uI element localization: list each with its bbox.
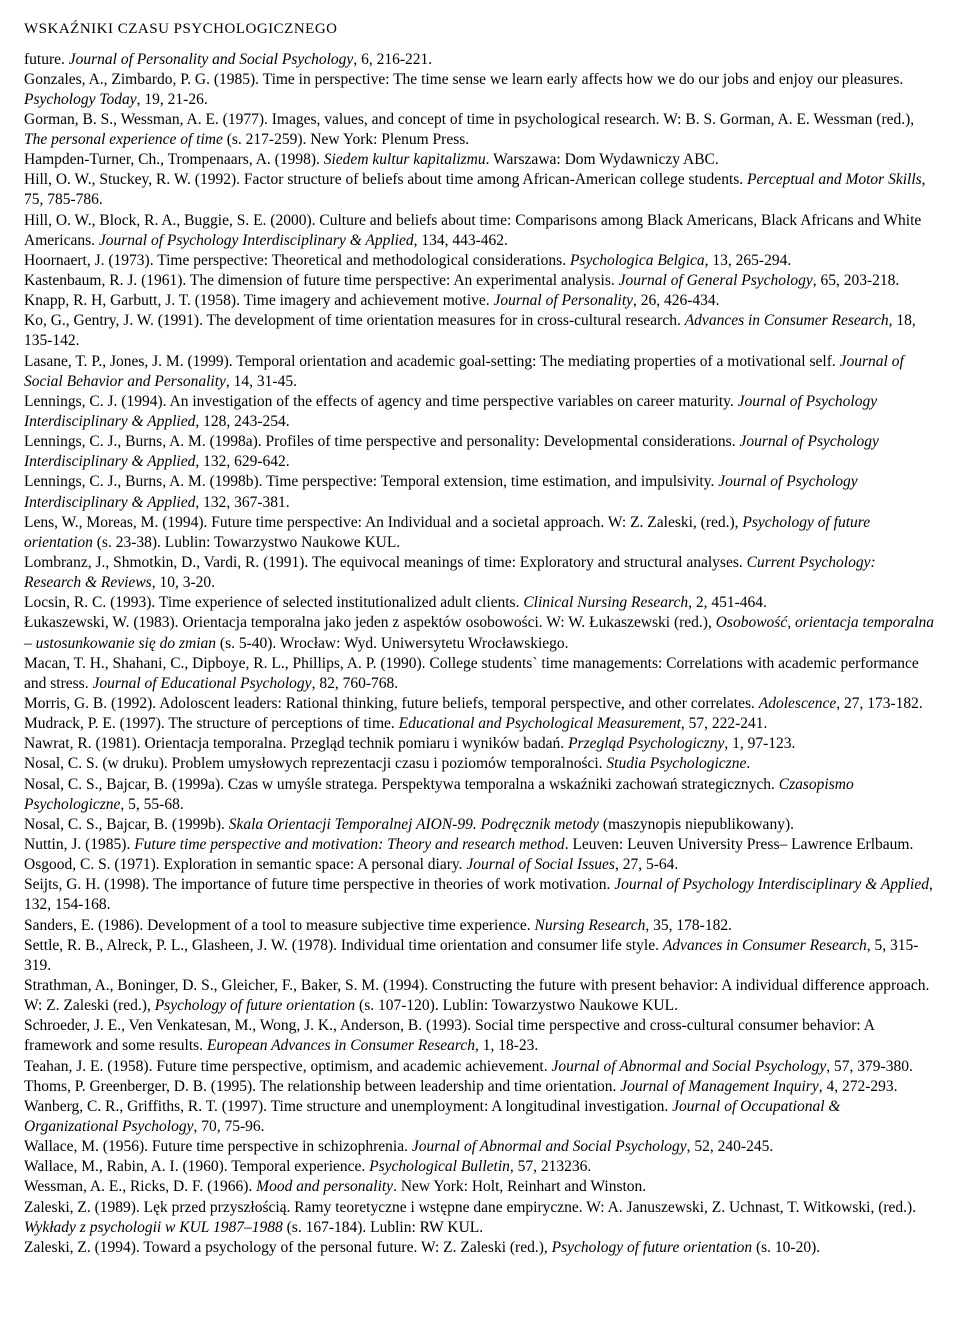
reference-entry: Osgood, C. S. (1971). Exploration in sem…	[24, 855, 936, 875]
reference-entry: Nosal, C. S. (w druku). Problem umysłowy…	[24, 754, 936, 774]
reference-entry: Lennings, C. J., Burns, A. M. (1998a). P…	[24, 432, 936, 472]
reference-entry: Nosal, C. S., Bajcar, B. (1999b). Skala …	[24, 815, 936, 835]
reference-entry: Lennings, C. J. (1994). An investigation…	[24, 392, 936, 432]
reference-entry: Thoms, P. Greenberger, D. B. (1995). The…	[24, 1077, 936, 1097]
reference-entry: Settle, R. B., Alreck, P. L., Glasheen, …	[24, 936, 936, 976]
page-header: WSKAŹNIKI CZASU PSYCHOLOGICZNEGO	[24, 20, 936, 40]
reference-entry: Lasane, T. P., Jones, J. M. (1999). Temp…	[24, 352, 936, 392]
reference-entry: Hampden-Turner, Ch., Trompenaars, A. (19…	[24, 150, 936, 170]
reference-entry: Wallace, M., Rabin, A. I. (1960). Tempor…	[24, 1157, 936, 1177]
reference-entry: Hoornaert, J. (1973). Time perspective: …	[24, 251, 936, 271]
reference-entry: Hill, O. W., Stuckey, R. W. (1992). Fact…	[24, 170, 936, 210]
reference-entry: Lombranz, J., Shmotkin, D., Vardi, R. (1…	[24, 553, 936, 593]
reference-entry: Sanders, E. (1986). Development of a too…	[24, 916, 936, 936]
reference-entry: Wessman, A. E., Ricks, D. F. (1966). Moo…	[24, 1177, 936, 1197]
reference-entry: Hill, O. W., Block, R. A., Buggie, S. E.…	[24, 211, 936, 251]
reference-entry: Wanberg, C. R., Griffiths, R. T. (1997).…	[24, 1097, 936, 1137]
reference-entry: Zaleski, Z. (1989). Lęk przed przyszłośc…	[24, 1198, 936, 1238]
reference-entry: Seijts, G. H. (1998). The importance of …	[24, 875, 936, 915]
reference-entry: Gonzales, A., Zimbardo, P. G. (1985). Ti…	[24, 70, 936, 110]
references-list: future. Journal of Personality and Socia…	[24, 50, 936, 1258]
reference-entry: Strathman, A., Boninger, D. S., Gleicher…	[24, 976, 936, 1016]
reference-entry: Zaleski, Z. (1994). Toward a psychology …	[24, 1238, 936, 1258]
reference-entry: Macan, T. H., Shahani, C., Dipboye, R. L…	[24, 654, 936, 694]
reference-entry: Locsin, R. C. (1993). Time experience of…	[24, 593, 936, 613]
reference-entry: Nosal, C. S., Bajcar, B. (1999a). Czas w…	[24, 775, 936, 815]
reference-entry: Lens, W., Moreas, M. (1994). Future time…	[24, 513, 936, 553]
reference-entry: Nawrat, R. (1981). Orientacja temporalna…	[24, 734, 936, 754]
reference-entry: Kastenbaum, R. J. (1961). The dimension …	[24, 271, 936, 291]
reference-entry: Morris, G. B. (1992). Adoloscent leaders…	[24, 694, 936, 714]
reference-entry: Ko, G., Gentry, J. W. (1991). The develo…	[24, 311, 936, 351]
reference-entry: Teahan, J. E. (1958). Future time perspe…	[24, 1057, 936, 1077]
reference-entry: future. Journal of Personality and Socia…	[24, 50, 936, 70]
reference-entry: Nuttin, J. (1985). Future time perspecti…	[24, 835, 936, 855]
reference-entry: Łukaszewski, W. (1983). Orientacja tempo…	[24, 613, 936, 653]
reference-entry: Knapp, R. H, Garbutt, J. T. (1958). Time…	[24, 291, 936, 311]
reference-entry: Lennings, C. J., Burns, A. M. (1998b). T…	[24, 472, 936, 512]
reference-entry: Mudrack, P. E. (1997). The structure of …	[24, 714, 936, 734]
reference-entry: Wallace, M. (1956). Future time perspect…	[24, 1137, 936, 1157]
reference-entry: Schroeder, J. E., Ven Venkatesan, M., Wo…	[24, 1016, 936, 1056]
reference-entry: Gorman, B. S., Wessman, A. E. (1977). Im…	[24, 110, 936, 150]
